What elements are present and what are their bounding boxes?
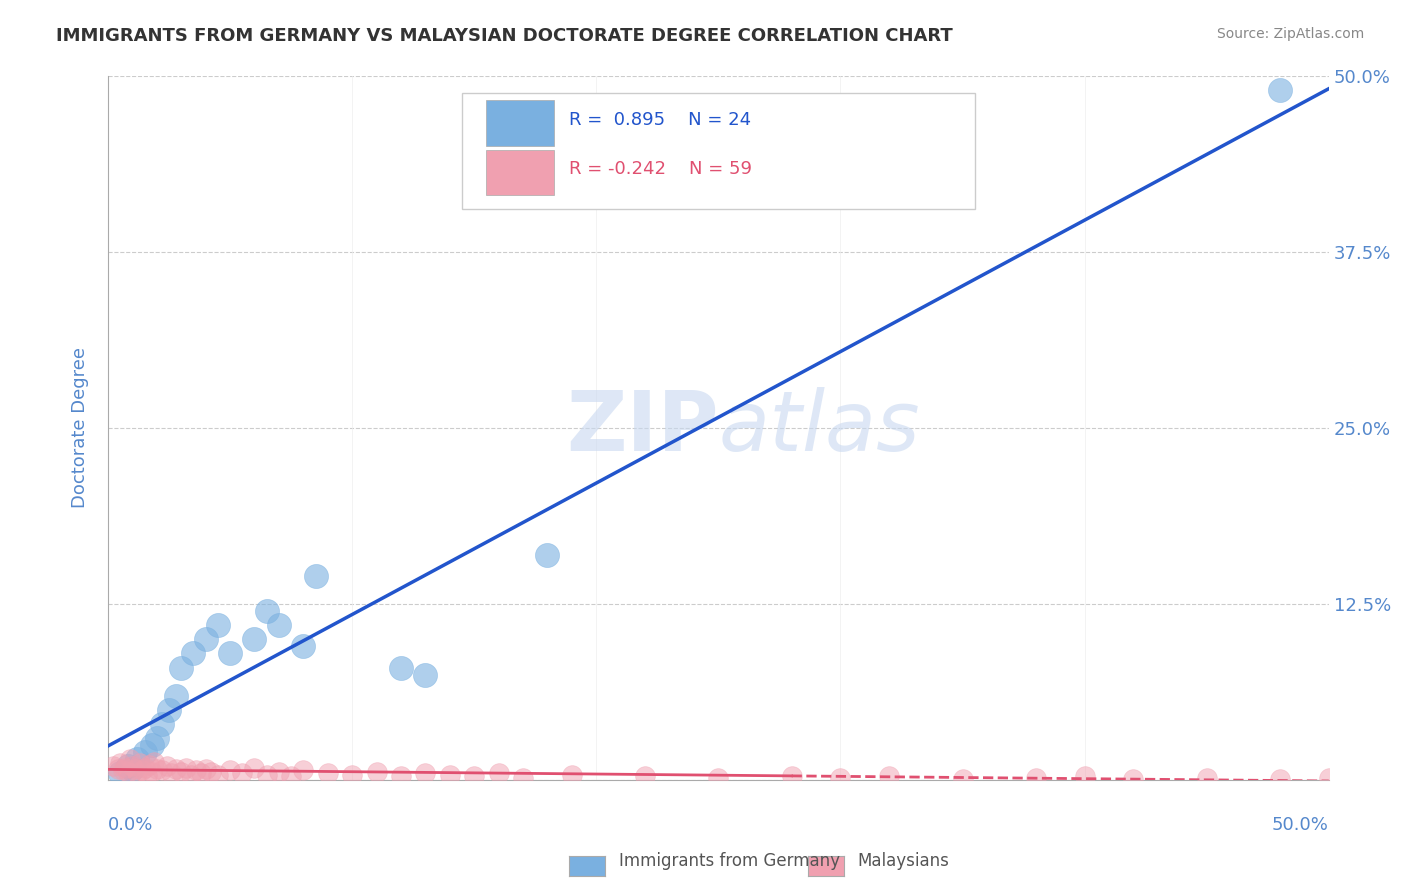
Point: [219, 764, 242, 778]
Point: [194, 632, 217, 647]
Point: [1195, 771, 1218, 785]
Point: [121, 759, 143, 773]
Point: [117, 759, 139, 773]
Point: [1122, 772, 1144, 786]
Point: [155, 759, 177, 773]
Point: [463, 769, 485, 783]
Point: [146, 731, 169, 745]
Point: [170, 660, 193, 674]
Point: [512, 771, 534, 785]
Point: [136, 767, 159, 781]
Point: [1268, 772, 1291, 786]
Point: [207, 618, 229, 632]
Point: [165, 762, 187, 776]
Point: [415, 667, 437, 681]
Text: ZIP: ZIP: [565, 387, 718, 468]
Point: [141, 738, 163, 752]
Point: [415, 766, 437, 780]
Point: [108, 756, 131, 771]
Point: [190, 766, 212, 780]
Point: [183, 647, 205, 661]
Point: [207, 767, 229, 781]
Point: [292, 764, 315, 778]
Point: [111, 764, 134, 778]
Point: [1268, 82, 1291, 96]
Point: [200, 764, 222, 779]
Point: [231, 766, 253, 780]
Text: atlas: atlas: [718, 387, 920, 468]
Point: [280, 769, 302, 783]
Point: [131, 764, 153, 778]
Point: [121, 762, 143, 776]
Point: [194, 762, 217, 776]
Point: [439, 767, 461, 781]
Text: 50.0%: 50.0%: [1272, 815, 1329, 834]
Point: [304, 569, 326, 583]
Point: [180, 767, 202, 781]
FancyBboxPatch shape: [486, 150, 554, 195]
Point: [150, 717, 173, 731]
Point: [107, 762, 129, 776]
Point: [124, 762, 146, 776]
Point: [170, 764, 193, 779]
Point: [488, 766, 510, 780]
Text: R =  0.895    N = 24: R = 0.895 N = 24: [569, 111, 752, 128]
Point: [146, 762, 169, 776]
Point: [127, 752, 149, 766]
Point: [114, 761, 136, 775]
Text: Malaysians: Malaysians: [858, 852, 949, 870]
Text: IMMIGRANTS FROM GERMANY VS MALAYSIAN DOCTORATE DEGREE CORRELATION CHART: IMMIGRANTS FROM GERMANY VS MALAYSIAN DOC…: [56, 27, 953, 45]
Point: [256, 767, 278, 781]
Point: [128, 756, 150, 771]
Point: [134, 761, 156, 775]
Point: [101, 759, 124, 773]
Point: [634, 769, 657, 783]
Point: [160, 766, 183, 780]
Text: Immigrants from Germany: Immigrants from Germany: [619, 852, 839, 870]
Point: [1025, 771, 1047, 785]
Text: Source: ZipAtlas.com: Source: ZipAtlas.com: [1216, 27, 1364, 41]
Point: [561, 767, 583, 781]
Point: [141, 764, 163, 779]
Point: [243, 632, 266, 647]
Point: [316, 766, 339, 780]
Point: [1317, 771, 1340, 785]
FancyBboxPatch shape: [486, 100, 554, 146]
Point: [150, 764, 173, 778]
Point: [243, 761, 266, 775]
Point: [707, 771, 730, 785]
Point: [138, 757, 160, 772]
Point: [108, 766, 131, 780]
Point: [118, 752, 141, 766]
Point: [366, 764, 388, 779]
Point: [127, 766, 149, 780]
Point: [267, 764, 290, 779]
Point: [184, 764, 207, 778]
Point: [134, 745, 156, 759]
Point: [389, 769, 412, 783]
Text: 0.0%: 0.0%: [108, 815, 153, 834]
Point: [256, 604, 278, 618]
Point: [780, 769, 803, 783]
Point: [267, 618, 290, 632]
Point: [389, 660, 412, 674]
Point: [830, 771, 852, 785]
Text: R = -0.242    N = 59: R = -0.242 N = 59: [569, 160, 752, 178]
Point: [292, 640, 315, 654]
Point: [219, 647, 242, 661]
FancyBboxPatch shape: [463, 93, 974, 210]
Point: [174, 761, 197, 775]
Point: [536, 548, 558, 562]
Point: [117, 764, 139, 779]
Point: [952, 772, 974, 786]
Y-axis label: Doctorate Degree: Doctorate Degree: [72, 347, 89, 508]
Point: [143, 755, 166, 769]
Point: [877, 769, 900, 783]
Point: [165, 689, 187, 703]
Point: [340, 767, 363, 781]
Point: [1073, 769, 1095, 783]
Point: [157, 703, 180, 717]
